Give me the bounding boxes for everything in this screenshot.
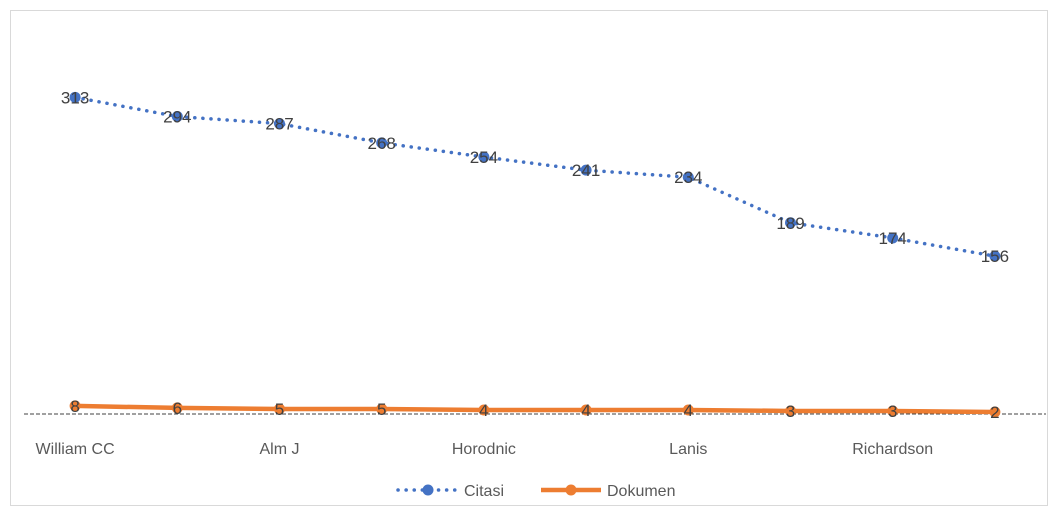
point-dokumen xyxy=(171,402,183,414)
legend-item-dokumen: Dokumen xyxy=(541,483,675,500)
point-citasi xyxy=(580,164,592,176)
legend-label-citasi: Citasi xyxy=(464,483,504,500)
point-dokumen xyxy=(785,405,796,417)
x-tick-layer: William CC Alm J Horodnic Lanis Richardson xyxy=(36,441,934,458)
point-citasi xyxy=(274,118,285,130)
data-label-dokumen: 5 xyxy=(377,400,386,419)
legend-label-dokumen: Dokumen xyxy=(607,483,675,500)
point-citasi xyxy=(785,217,796,229)
data-label-dokumen: 4 xyxy=(684,401,693,420)
series-line-dokumen xyxy=(72,403,998,415)
data-label-citasi: 287 xyxy=(265,115,293,134)
chart-frame xyxy=(10,10,1048,506)
x-tick-label: William CC xyxy=(36,441,115,458)
data-label-citasi: 189 xyxy=(776,214,804,233)
point-citasi xyxy=(887,232,899,244)
x-tick-label: Richardson xyxy=(852,441,933,458)
x-tick-label: Alm J xyxy=(260,441,300,458)
data-label-dokumen: 3 xyxy=(888,402,897,421)
x-tick-label: Horodnic xyxy=(452,441,516,458)
data-label-dokumen: 8 xyxy=(70,397,79,416)
point-citasi xyxy=(478,151,490,163)
data-label-citasi: 156 xyxy=(981,247,1009,266)
point-citasi xyxy=(376,137,388,149)
legend: Citasi Dokumen xyxy=(396,483,675,500)
data-label-dokumen: 2 xyxy=(990,403,999,422)
point-dokumen xyxy=(887,405,899,417)
data-label-citasi: 268 xyxy=(368,134,396,153)
series-layer xyxy=(69,91,1001,418)
point-dokumen xyxy=(69,400,81,412)
data-label-citasi: 174 xyxy=(879,229,907,248)
data-label-dokumen: 4 xyxy=(581,401,590,420)
data-label-dokumen: 5 xyxy=(275,400,284,419)
point-dokumen xyxy=(580,404,592,416)
point-dokumen xyxy=(989,406,1001,418)
legend-marker-dokumen xyxy=(565,484,577,496)
data-label-dokumen: 6 xyxy=(173,399,182,418)
point-citasi xyxy=(989,250,1001,262)
point-citasi xyxy=(69,91,81,103)
data-label-dokumen: 3 xyxy=(786,402,795,421)
data-label-citasi: 234 xyxy=(674,168,702,187)
point-dokumen xyxy=(682,404,694,416)
legend-marker-citasi xyxy=(422,484,434,496)
point-citasi xyxy=(682,171,694,183)
data-label-citasi: 294 xyxy=(163,108,191,127)
data-label-citasi: 254 xyxy=(470,148,498,167)
series-line-citasi xyxy=(73,95,997,258)
data-label-dokumen: 4 xyxy=(479,401,488,420)
x-tick-label: Lanis xyxy=(669,441,707,458)
data-label-citasi: 241 xyxy=(572,161,600,180)
data-label-citasi: 313 xyxy=(61,88,89,107)
point-dokumen xyxy=(376,403,388,415)
data-label-layer: 313 294 287 268 254 241 234 189 174 156 8 6 5 5 4 4 4 3 3 2 xyxy=(61,88,1009,422)
legend-item-citasi: Citasi xyxy=(396,483,504,500)
point-citasi xyxy=(171,111,183,123)
point-dokumen xyxy=(274,403,285,415)
point-dokumen xyxy=(478,404,490,416)
